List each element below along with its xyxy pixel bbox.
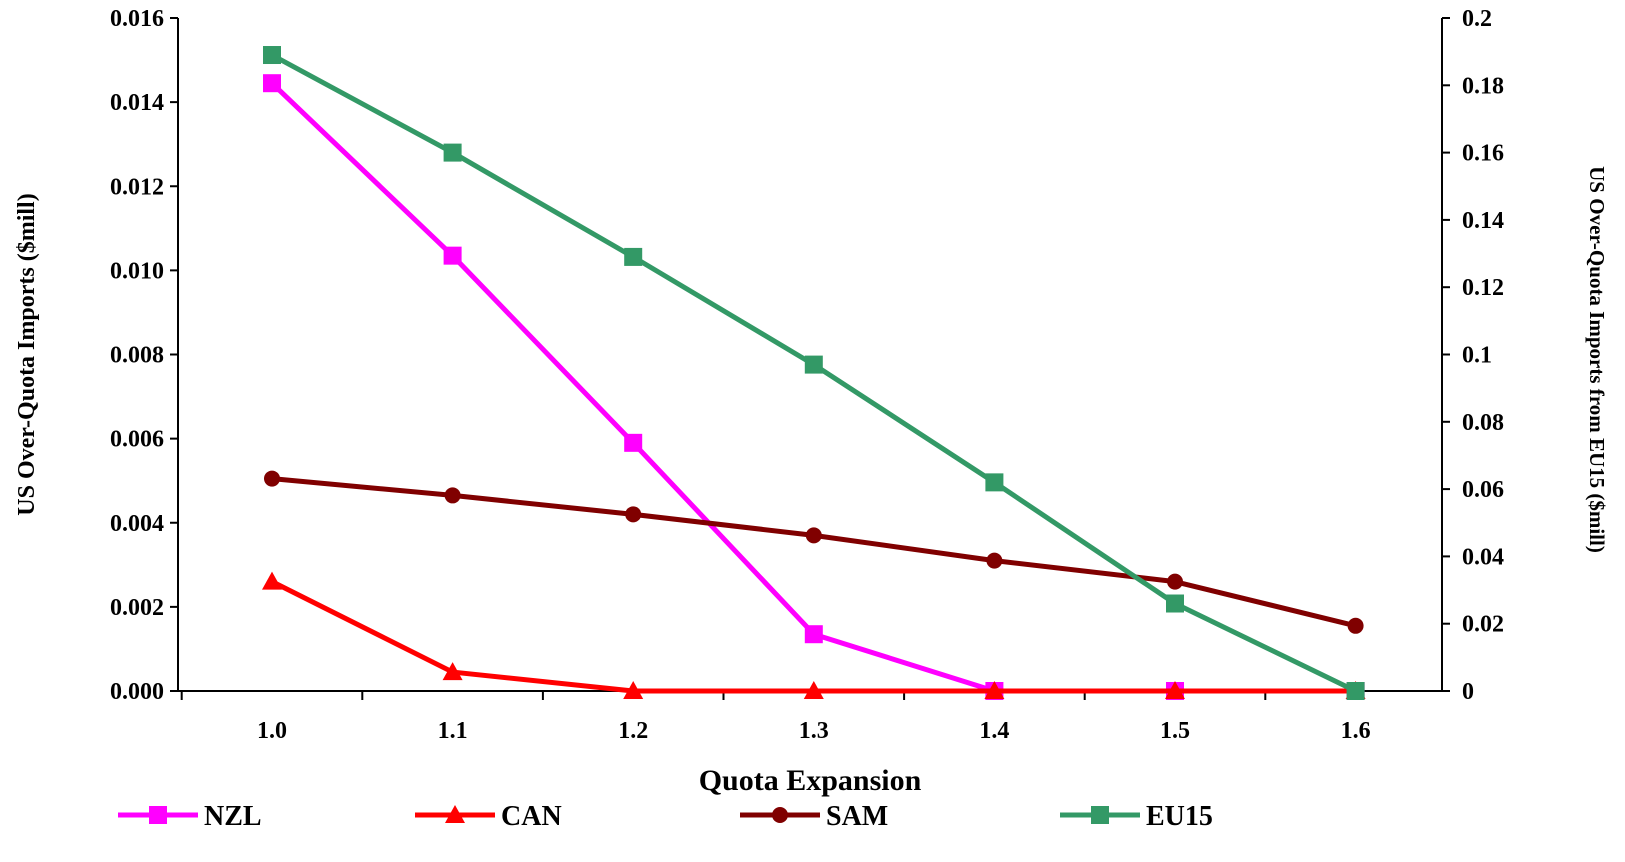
data-point-eu15 — [1166, 594, 1184, 613]
y-tick-label-left: 0.008 — [110, 343, 164, 369]
legend-item-nzl: NZL — [118, 801, 262, 832]
y-tick-label-right: 0.06 — [1462, 477, 1504, 503]
legend-item-sam: SAM — [740, 801, 888, 832]
data-point-sam — [264, 470, 280, 487]
y-tick-label-right: 0.12 — [1462, 275, 1504, 301]
y-tick-label-right: 0.16 — [1462, 141, 1504, 167]
data-point-eu15 — [985, 473, 1004, 492]
x-tick-label: 1.2 — [618, 718, 648, 744]
y-tick-label-right: 0.04 — [1462, 544, 1504, 570]
data-point-can — [984, 681, 1005, 699]
y-tick-label-left: 0.004 — [110, 511, 164, 537]
legend-marker-nzl — [149, 806, 167, 824]
y-axis-title-left: US Over-Quota Imports ($mill) — [14, 193, 40, 515]
y-tick-label-right: 0.1 — [1462, 343, 1492, 369]
series-line-sam — [271, 476, 1357, 629]
data-point-sam — [1167, 573, 1183, 590]
data-point-can — [803, 681, 824, 699]
y-tick-label-left: 0.016 — [110, 6, 164, 32]
data-point-nzl — [804, 625, 823, 644]
y-tick-label-left: 0.010 — [110, 258, 164, 284]
data-point-sam — [986, 552, 1003, 569]
data-point-nzl — [624, 433, 643, 452]
y-tick-label-left: 0.002 — [110, 595, 164, 621]
data-point-can — [1165, 681, 1185, 699]
legend-label-eu15: EU15 — [1146, 801, 1213, 832]
y-axis-title-right: US Over-Quota Imports from EU15 ($mill) — [1585, 166, 1609, 553]
series-nzl — [263, 74, 1365, 700]
legend: NZL CAN SAM EU15 — [118, 801, 1213, 832]
legend-item-eu15: EU15 — [1060, 801, 1213, 832]
series-eu15 — [263, 46, 1365, 700]
legend-marker-sam — [772, 807, 788, 823]
legend-label-nzl: NZL — [204, 801, 262, 832]
legend-marker-eu15 — [1091, 806, 1109, 824]
data-point-sam — [805, 527, 822, 544]
y-tick-label-left: 0.012 — [110, 174, 164, 200]
x-tick-label: 1.4 — [979, 718, 1009, 744]
y-tick-label-right: 0.02 — [1462, 612, 1504, 638]
data-point-eu15 — [1346, 682, 1365, 700]
y-tick-label-left: 0.000 — [110, 679, 164, 705]
legend-marker-can — [445, 805, 465, 823]
y-tick-label-right: 0.18 — [1462, 73, 1504, 99]
legend-label-can: CAN — [501, 801, 562, 832]
x-tick-label: 1.0 — [257, 718, 287, 744]
legend-label-sam: SAM — [826, 801, 888, 832]
data-point-nzl — [443, 246, 462, 265]
data-point-eu15 — [804, 355, 823, 374]
data-point-can — [442, 662, 463, 681]
data-point-eu15 — [624, 247, 643, 266]
y-tick-label-left: 0.006 — [110, 427, 164, 453]
x-tick-label: 1.6 — [1341, 718, 1371, 744]
x-axis-title: Quota Expansion — [699, 764, 922, 797]
data-point-sam — [1347, 617, 1364, 634]
y-tick-label-right: 0 — [1462, 679, 1474, 705]
data-point-can — [262, 571, 282, 590]
data-point-nzl — [263, 74, 281, 93]
series-layer — [262, 46, 1366, 700]
x-tick-label: 1.1 — [438, 718, 468, 744]
data-point-eu15 — [443, 143, 462, 162]
series-sam — [264, 470, 1364, 634]
data-point-sam — [625, 506, 642, 523]
data-point-eu15 — [263, 46, 281, 65]
y-tick-label-right: 0.08 — [1462, 410, 1504, 436]
y-tick-label-left: 0.014 — [110, 90, 164, 116]
legend-item-can: CAN — [415, 801, 562, 832]
data-point-can — [623, 681, 644, 699]
y-tick-label-right: 0.2 — [1462, 6, 1492, 32]
data-point-sam — [444, 487, 461, 504]
x-tick-label: 1.5 — [1160, 718, 1190, 744]
y-tick-label-right: 0.14 — [1462, 208, 1504, 234]
axes: 0.000 0.002 0.004 0.006 0.008 0.010 0.012 0.014… — [110, 6, 1504, 744]
x-tick-label: 1.3 — [799, 718, 829, 744]
series-line-nzl — [270, 81, 1356, 694]
